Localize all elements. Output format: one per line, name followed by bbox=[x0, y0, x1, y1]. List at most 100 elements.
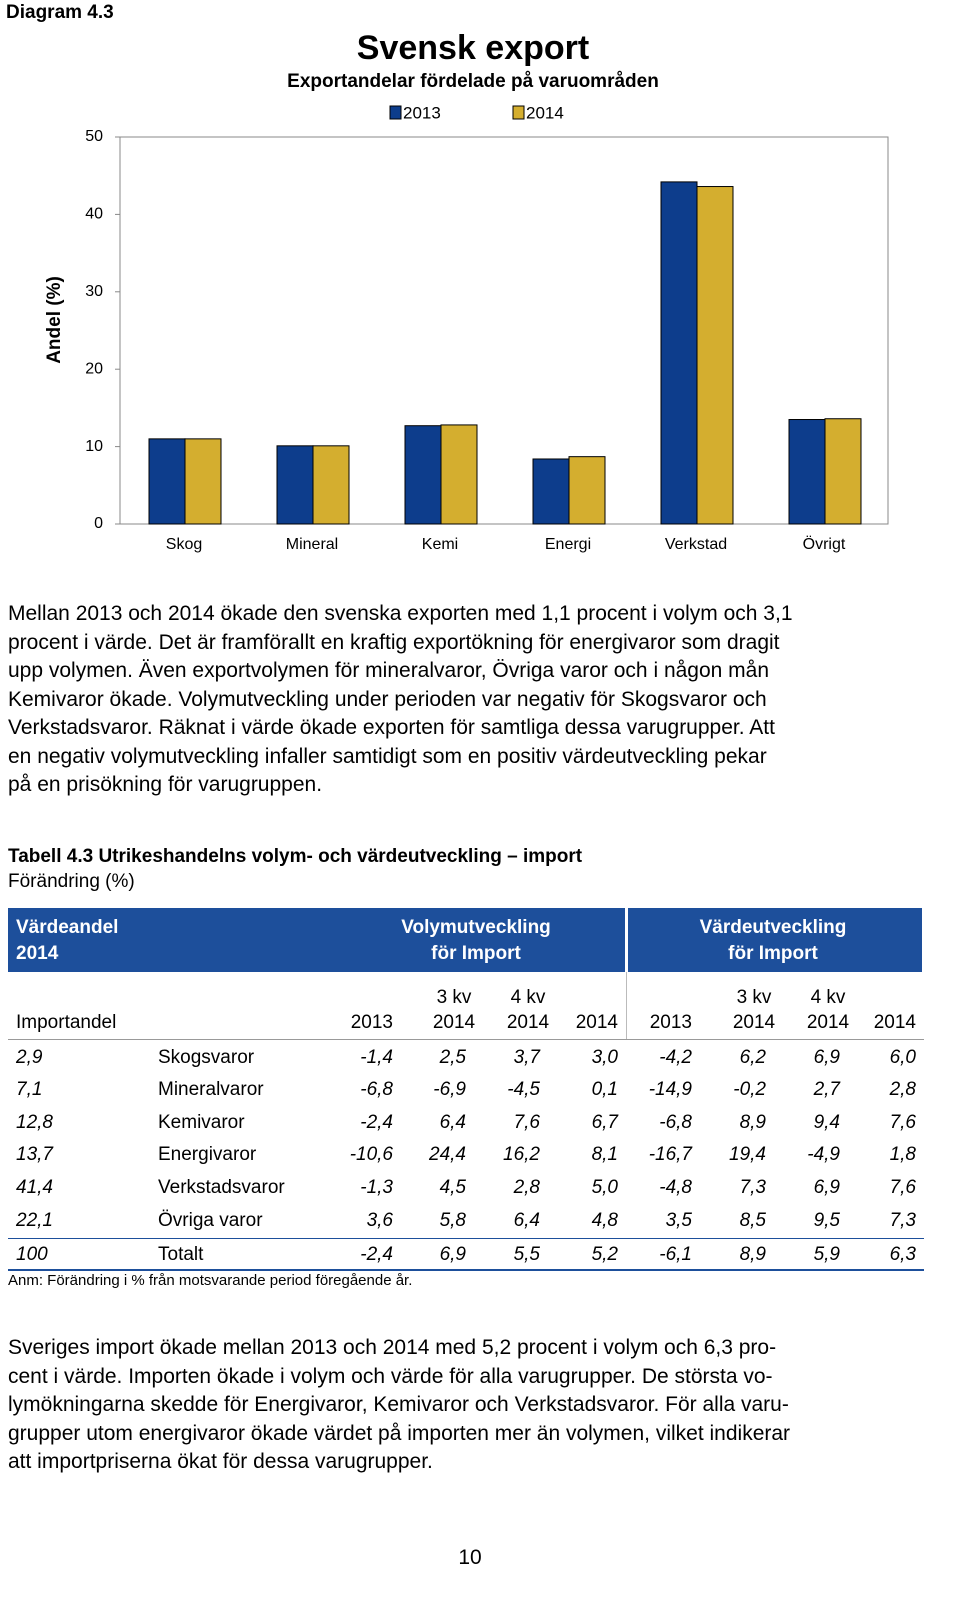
rule bbox=[8, 1039, 924, 1040]
value-cell: -10,6 bbox=[349, 1144, 393, 1166]
value-cell: 4,5 bbox=[439, 1177, 466, 1198]
value-cell: 8,9 bbox=[739, 1111, 766, 1133]
value-cell: -2,4 bbox=[360, 1111, 393, 1133]
value-cell: -4,5 bbox=[507, 1079, 540, 1101]
value-cell: 6,2 bbox=[739, 1046, 766, 1068]
legend-label: 2013 bbox=[403, 103, 441, 122]
value-cell: 5,5 bbox=[513, 1243, 540, 1265]
plot-area bbox=[119, 136, 889, 525]
column-header: 2014 bbox=[432, 1011, 476, 1033]
column-separator bbox=[626, 972, 627, 1040]
bar bbox=[660, 181, 698, 525]
paragraph-line: Mellan 2013 och 2014 ökade den svenska e… bbox=[8, 602, 793, 626]
value-cell: 7,6 bbox=[513, 1111, 540, 1133]
value-cell: 8,9 bbox=[739, 1243, 766, 1265]
column-header: 3 kv bbox=[736, 986, 772, 1008]
value-cell: 3,6 bbox=[366, 1209, 393, 1231]
column-header: 2013 bbox=[649, 1011, 692, 1033]
x-tick-label: Mineral bbox=[286, 536, 338, 553]
column-header: 2014 bbox=[575, 1011, 618, 1033]
share-cell: 7,1 bbox=[16, 1079, 43, 1101]
name-cell: Skogsvaror bbox=[158, 1046, 255, 1068]
bar bbox=[824, 418, 862, 525]
value-cell: 2,8 bbox=[513, 1177, 540, 1198]
group-header: 2014 bbox=[16, 942, 59, 964]
x-tick-label: Verkstad bbox=[665, 536, 727, 553]
group-header: Värdeandel bbox=[16, 916, 119, 938]
column-header: 3 kv bbox=[436, 986, 472, 1008]
value-cell: 6,7 bbox=[591, 1111, 618, 1133]
share-cell: 13,7 bbox=[16, 1144, 53, 1166]
table-subtitle: Förändring (%) bbox=[8, 870, 135, 892]
name-cell: Totalt bbox=[158, 1243, 204, 1265]
value-cell: 2,7 bbox=[813, 1079, 840, 1101]
value-cell: 3,0 bbox=[591, 1046, 618, 1068]
value-cell: 6,3 bbox=[889, 1243, 916, 1265]
column-header: 4 kv bbox=[810, 986, 846, 1008]
value-cell: 5,9 bbox=[813, 1243, 840, 1265]
value-cell: -4,8 bbox=[659, 1177, 692, 1198]
legend-swatch bbox=[512, 105, 525, 120]
paragraph-line: en negativ volymutveckling infaller samt… bbox=[8, 744, 767, 768]
value-cell: 7,6 bbox=[889, 1111, 916, 1133]
value-cell: 6,4 bbox=[513, 1209, 540, 1231]
value-cell: 5,8 bbox=[439, 1209, 466, 1231]
value-cell: 7,3 bbox=[739, 1177, 766, 1198]
share-cell: 41,4 bbox=[16, 1177, 53, 1198]
value-cell: 0,1 bbox=[591, 1079, 618, 1101]
paragraph-line: på en prisökning för varugruppen. bbox=[8, 773, 323, 797]
column-header: Importandel bbox=[16, 1011, 117, 1033]
y-tick-label: 40 bbox=[85, 206, 103, 223]
diagram-label: Diagram 4.3 bbox=[6, 1, 114, 23]
paragraph-line: att importpriserna ökat för dessa varugr… bbox=[8, 1450, 433, 1474]
value-cell: 6,9 bbox=[813, 1177, 840, 1198]
bar bbox=[404, 425, 442, 525]
value-cell: 7,6 bbox=[889, 1177, 916, 1198]
value-cell: 8,1 bbox=[591, 1144, 618, 1166]
value-cell: 2,8 bbox=[889, 1079, 916, 1101]
value-cell: 6,4 bbox=[439, 1111, 466, 1133]
value-cell: -4,9 bbox=[807, 1144, 840, 1166]
share-cell: 22,1 bbox=[16, 1209, 53, 1231]
y-tick-label: 50 bbox=[85, 128, 103, 145]
paragraph-line: procent i värde. Det är framförallt en k… bbox=[8, 630, 780, 654]
bar bbox=[276, 445, 314, 525]
value-cell: -6,8 bbox=[659, 1111, 692, 1133]
group-header: för Import bbox=[431, 942, 521, 964]
column-header: 4 kv bbox=[510, 986, 546, 1008]
value-cell: 5,2 bbox=[591, 1243, 618, 1265]
value-cell: 6,9 bbox=[813, 1046, 840, 1068]
value-cell: -1,3 bbox=[360, 1177, 393, 1198]
value-cell: 6,0 bbox=[889, 1046, 916, 1068]
table-header-band bbox=[8, 908, 922, 972]
value-cell: 2,5 bbox=[439, 1046, 466, 1068]
bar bbox=[184, 438, 222, 525]
bar bbox=[532, 458, 570, 525]
value-cell: 1,8 bbox=[889, 1144, 916, 1166]
value-cell: 5,0 bbox=[591, 1177, 618, 1198]
value-cell: -6,9 bbox=[433, 1079, 466, 1101]
value-cell: -14,9 bbox=[648, 1079, 692, 1101]
legend-label: 2014 bbox=[526, 103, 564, 122]
column-header: 2014 bbox=[806, 1011, 850, 1033]
value-cell: -1,4 bbox=[360, 1046, 393, 1068]
legend-swatch bbox=[389, 105, 402, 120]
chart-subtitle: Exportandelar fördelade på varuområden bbox=[287, 71, 659, 92]
bar bbox=[148, 438, 186, 525]
paragraph-line: grupper utom energivaror ökade värdet på… bbox=[8, 1421, 791, 1445]
x-tick-label: Övrigt bbox=[803, 535, 846, 553]
y-tick-label: 20 bbox=[85, 360, 103, 377]
name-cell: Övriga varor bbox=[158, 1209, 263, 1231]
value-cell: 3,7 bbox=[513, 1046, 540, 1068]
y-tick-label: 30 bbox=[85, 283, 103, 300]
paragraph-line: lymökningarna skedde för Energivaror, Ke… bbox=[8, 1393, 789, 1417]
column-header: 2014 bbox=[732, 1011, 776, 1033]
value-cell: 6,9 bbox=[439, 1243, 466, 1265]
y-tick-label: 0 bbox=[94, 515, 103, 532]
value-cell: 9,5 bbox=[813, 1209, 840, 1231]
column-header: 2014 bbox=[506, 1011, 550, 1033]
value-cell: -6,8 bbox=[360, 1079, 393, 1101]
share-cell: 2,9 bbox=[16, 1046, 43, 1068]
value-cell: -4,2 bbox=[659, 1046, 692, 1068]
